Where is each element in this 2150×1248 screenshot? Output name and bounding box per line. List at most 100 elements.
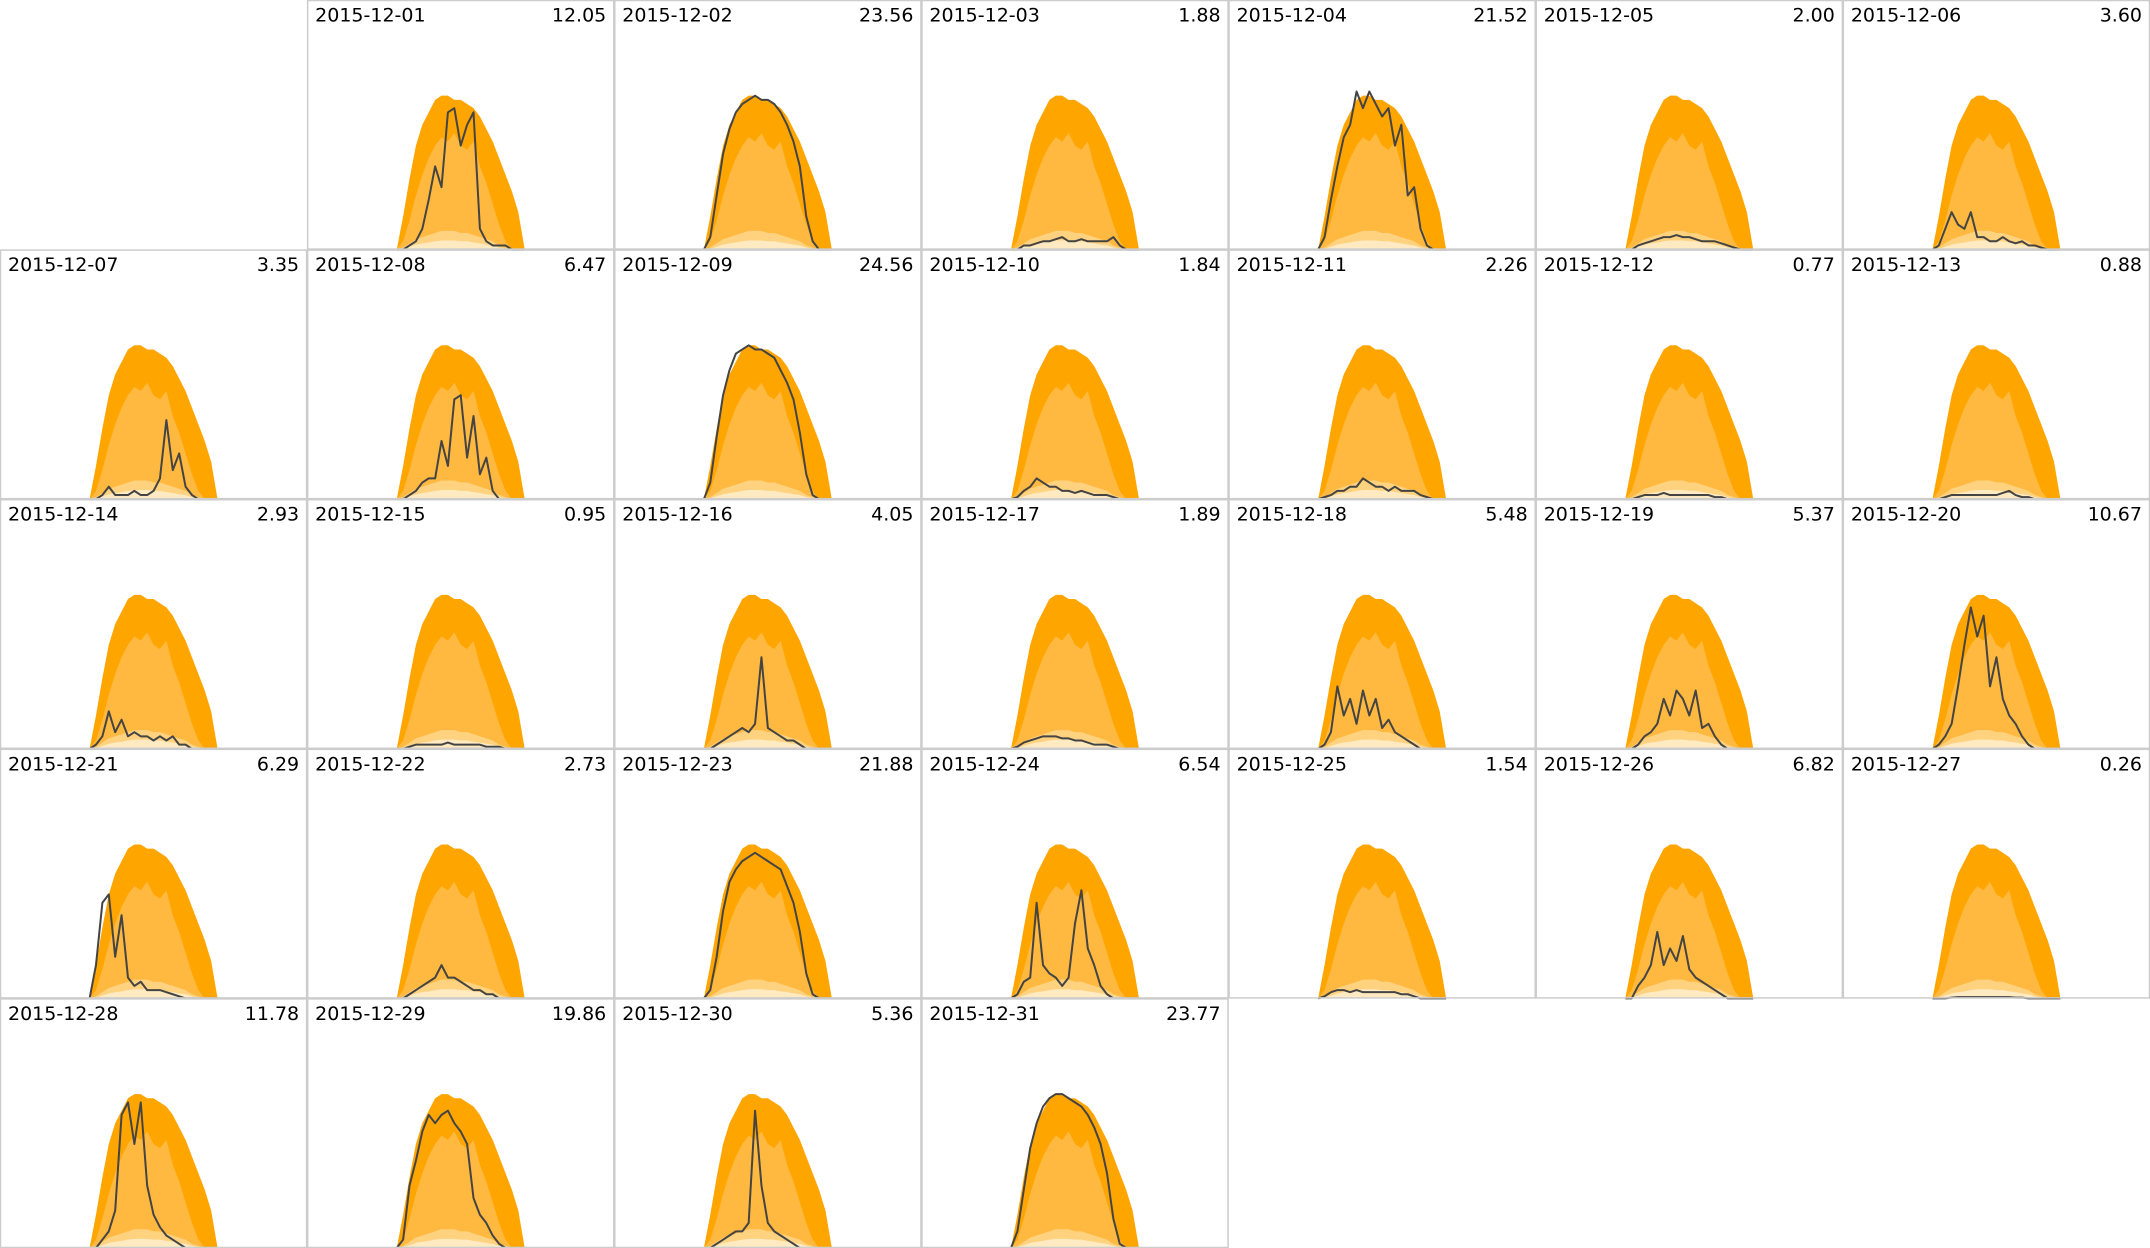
panel-total: 4.05 [871, 504, 913, 526]
band-area [1318, 133, 1447, 250]
panel-total: 21.52 [1473, 5, 1527, 27]
panel-total: 6.82 [1793, 753, 1835, 775]
panel-border [1535, 748, 1844, 999]
panel-border [1228, 498, 1536, 750]
panel-title: 2015-12-13 [1851, 254, 1961, 276]
band-area [703, 1238, 832, 1248]
panel-border [306, 498, 615, 750]
panel-total: 0.26 [2100, 753, 2142, 775]
band-area [1625, 739, 1754, 749]
panel-total: 1.89 [1178, 504, 1220, 526]
daily-line [89, 419, 218, 501]
band-area [396, 1238, 525, 1248]
panel: 2015-12-31 23.77 [921, 998, 1229, 1248]
panel: 2015-12-28 11.78 [0, 998, 308, 1248]
panel-title: 2015-12-25 [1237, 753, 1347, 775]
panel-title: 2015-12-01 [315, 5, 425, 27]
panel: 2015-12-04 21.52 [1228, 0, 1536, 251]
band-area [1011, 1131, 1139, 1248]
band-area [1011, 881, 1139, 999]
panel-title: 2015-12-21 [8, 753, 118, 775]
panel-total: 21.88 [859, 753, 913, 775]
panel: 2015-12-06 3.60 [1842, 0, 2150, 251]
band-area [89, 881, 218, 999]
band-area [1011, 739, 1139, 749]
band-area [703, 989, 832, 999]
panel-title: 2015-12-30 [622, 1003, 732, 1025]
band-area [396, 1131, 525, 1248]
panel-title: 2015-12-24 [929, 753, 1039, 775]
panel-border [1535, 0, 1844, 250]
panel-total: 5.36 [871, 1003, 913, 1025]
panel: 2015-12-16 4.05 [614, 498, 922, 750]
panel-total: 1.88 [1178, 5, 1220, 27]
band-area [703, 490, 832, 500]
panel-total: 6.47 [564, 254, 606, 276]
panel-title: 2015-12-08 [315, 254, 425, 276]
band-area [1011, 1238, 1139, 1248]
band-area [1932, 989, 2061, 999]
panel-total: 23.56 [859, 5, 913, 27]
band-area [703, 632, 832, 749]
band-area [703, 240, 832, 250]
panel: 2015-12-26 6.82 [1535, 748, 1844, 1000]
panel-total: 6.29 [257, 753, 299, 775]
panel-total: 1.84 [1178, 254, 1220, 276]
band-area [1318, 632, 1447, 749]
panel-total: 12.05 [552, 5, 606, 27]
panel-border [921, 748, 1229, 999]
daily-line [702, 344, 832, 501]
band-area [396, 989, 525, 999]
panel-border [614, 249, 922, 500]
panel-total: 2.93 [257, 504, 299, 526]
panel-border [306, 748, 615, 999]
band-area [1625, 240, 1754, 250]
daily-line [395, 1109, 525, 1248]
panel: 2015-12-18 5.48 [1228, 498, 1536, 750]
panel-title: 2015-12-16 [622, 504, 732, 526]
panel: 2015-12-12 0.77 [1535, 249, 1844, 501]
daily-line [1010, 1093, 1139, 1248]
panel-border [306, 0, 615, 250]
daily-line [1317, 477, 1447, 501]
panel-total: 0.88 [2100, 254, 2142, 276]
panel-border [614, 498, 922, 750]
panel-title: 2015-12-31 [929, 1003, 1039, 1025]
band-area [396, 133, 525, 250]
panel: 2015-12-23 21.88 [614, 748, 922, 1000]
band-area [703, 382, 832, 500]
band-area [703, 739, 832, 749]
band-area [1625, 989, 1754, 999]
panel-border [1228, 748, 1536, 999]
band-area [1011, 490, 1139, 500]
panel-title: 2015-12-18 [1237, 504, 1347, 526]
panel: 2015-12-15 0.95 [306, 498, 615, 750]
panel-total: 1.54 [1485, 753, 1527, 775]
panel-title: 2015-12-23 [622, 753, 732, 775]
daily-line [703, 851, 832, 1000]
band-area [396, 632, 525, 749]
band-area [1932, 739, 2061, 749]
band-area [1011, 133, 1139, 250]
band-area [89, 382, 218, 500]
panel: 2015-12-09 24.56 [614, 249, 922, 501]
panel-border [1228, 249, 1536, 500]
band-area [396, 490, 525, 500]
panel-border [0, 498, 308, 750]
band-area [1932, 881, 2061, 999]
panel-title: 2015-12-12 [1544, 254, 1654, 276]
panel-border [1535, 498, 1844, 750]
band-area [1932, 133, 2061, 250]
panel-title: 2015-12-20 [1851, 504, 1961, 526]
band-area [89, 490, 218, 500]
daily-line [396, 107, 525, 251]
panel-title: 2015-12-05 [1544, 5, 1654, 27]
band-area [396, 382, 525, 500]
panel: 2015-12-07 3.35 [0, 249, 308, 501]
band-area [1625, 382, 1754, 500]
panel-title: 2015-12-03 [929, 5, 1039, 27]
panel-total: 6.54 [1178, 753, 1220, 775]
panel-border [921, 249, 1229, 500]
